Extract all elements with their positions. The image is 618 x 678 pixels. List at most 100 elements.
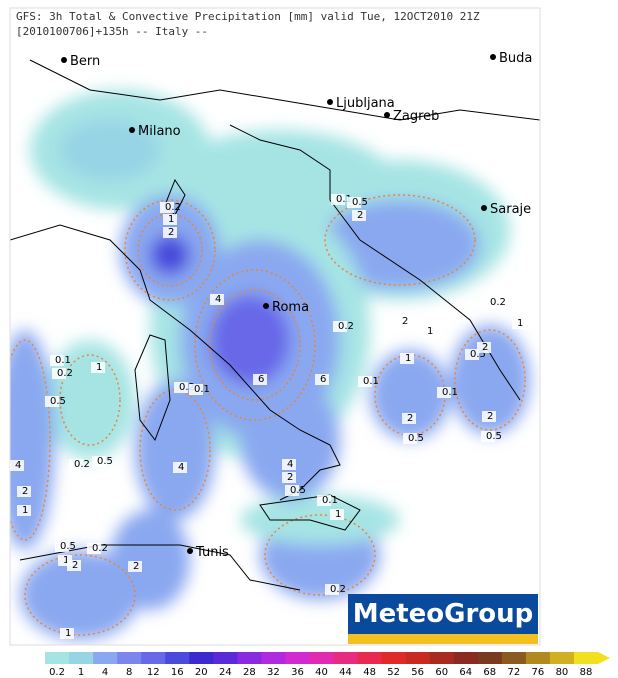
contour-label-bg: [397, 316, 411, 327]
colorbar-label: 52: [387, 667, 400, 678]
subtitle: [2010100706]+135h -- Italy --: [16, 25, 208, 38]
contour-label-bg: [437, 387, 451, 398]
colorbar-swatch: [117, 652, 142, 664]
colorbar-swatch: [141, 652, 166, 664]
contour-label-bg: [352, 210, 366, 221]
contour-label-bg: [333, 321, 347, 332]
contour-label-bg: [92, 456, 106, 467]
contour-label: 0.5: [486, 431, 502, 442]
contour-label-bg: [358, 376, 372, 387]
contour-label: 0.1: [194, 384, 210, 395]
contour-label-bg: [282, 472, 296, 483]
colorbar-label: 16: [171, 667, 184, 678]
colorbar-label: 72: [507, 667, 520, 678]
colorbar-label: 1: [78, 667, 84, 678]
contour-label-bg: [163, 214, 177, 225]
contour-label-bg: [189, 384, 203, 395]
contour-label: 0.2: [338, 321, 354, 332]
city-dot: [61, 57, 67, 63]
contour-label: 2: [72, 560, 78, 571]
colorbar-swatch: [405, 652, 431, 664]
city-dot: [384, 112, 390, 118]
contour-label: 0.5: [97, 456, 113, 467]
contour-label-bg: [400, 353, 414, 364]
contour-label: 2: [402, 316, 408, 327]
contour-label-bg: [160, 202, 174, 213]
contour-label-bg: [330, 509, 344, 520]
contour-label-bg: [58, 555, 72, 566]
colorbar-swatch: [549, 652, 575, 664]
contour-label: 1: [335, 509, 341, 520]
colorbar-swatch: [189, 652, 214, 664]
contour-label-bg: [163, 227, 177, 238]
colorbar-swatch: [429, 652, 455, 664]
colorbar-swatch: [69, 652, 94, 664]
city-label: Milano: [138, 124, 181, 139]
contour-label: 0.2: [92, 543, 108, 554]
colorbar-swatch: [309, 652, 335, 664]
colorbar-label: 80: [556, 667, 569, 678]
colorbar-swatch: [453, 652, 479, 664]
contour-label: 1: [65, 628, 71, 639]
contour-label: 0.1: [336, 194, 352, 205]
colorbar-label: 32: [267, 667, 280, 678]
city-dot: [490, 54, 496, 60]
colorbar-swatch: [477, 652, 503, 664]
contour-label: 2: [487, 411, 493, 422]
contour-label-bg: [60, 628, 74, 639]
city-dot: [481, 205, 487, 211]
contour-label: 1: [63, 555, 69, 566]
colorbar-label: 8: [126, 667, 132, 678]
city-label: Roma: [272, 300, 309, 315]
colorbar-label: 12: [147, 667, 160, 678]
contour-label-bg: [481, 431, 495, 442]
colorbar-swatch: [525, 652, 551, 664]
colorbar-label: 36: [291, 667, 304, 678]
contour-label: 1: [22, 505, 28, 516]
contour-label-bg: [17, 505, 31, 516]
contour-label: 0.2: [490, 297, 506, 308]
contour-label: 2: [357, 210, 363, 221]
contour-label: 1: [427, 326, 433, 337]
colorbar-label: 60: [435, 667, 448, 678]
contour-label: 0.5: [60, 541, 76, 552]
contour-label-bg: [465, 349, 479, 360]
colorbar-label: 76: [532, 667, 545, 678]
contour-label-bg: [52, 368, 66, 379]
contour-label-bg: [347, 197, 361, 208]
contour-label-bg: [485, 297, 499, 308]
logo: MeteoGroup: [353, 599, 534, 629]
contour-label: 0.5: [290, 485, 306, 496]
map: MeteoGroup: [10, 8, 540, 645]
colorbar-swatch: [285, 652, 310, 664]
city-dot: [187, 548, 193, 554]
city-label: Saraje: [490, 202, 531, 217]
colorbar-label: 24: [219, 667, 232, 678]
colorbar-swatch: [261, 652, 286, 664]
contour-label-bg: [253, 374, 267, 385]
colorbar-swatch: [237, 652, 262, 664]
contour-label: 6: [258, 374, 264, 385]
contour-label: 1: [96, 362, 102, 373]
contour-label: 4: [215, 294, 221, 305]
colorbar-label: 20: [195, 667, 208, 678]
contour-label: 0.2: [74, 459, 90, 470]
colorbar-label: 88: [580, 667, 593, 678]
contour-label-bg: [317, 495, 331, 506]
contour-label-bg: [55, 541, 69, 552]
colorbar-label: 68: [483, 667, 496, 678]
contour-label-bg: [87, 543, 101, 554]
title: GFS: 3h Total & Convective Precipitation…: [16, 10, 480, 23]
contour-label-bg: [174, 382, 188, 393]
map-frame: [9, 7, 541, 646]
contour-label: 2: [22, 486, 28, 497]
contour-label: 0.2: [165, 202, 181, 213]
colorbar-label: 28: [243, 667, 256, 678]
colorbar-swatch: [213, 652, 238, 664]
contour-label-bg: [91, 362, 105, 373]
city-dot: [129, 127, 135, 133]
city-dot: [327, 99, 333, 105]
colorbar-label: 4: [102, 667, 108, 678]
contour-label-bg: [128, 561, 142, 572]
